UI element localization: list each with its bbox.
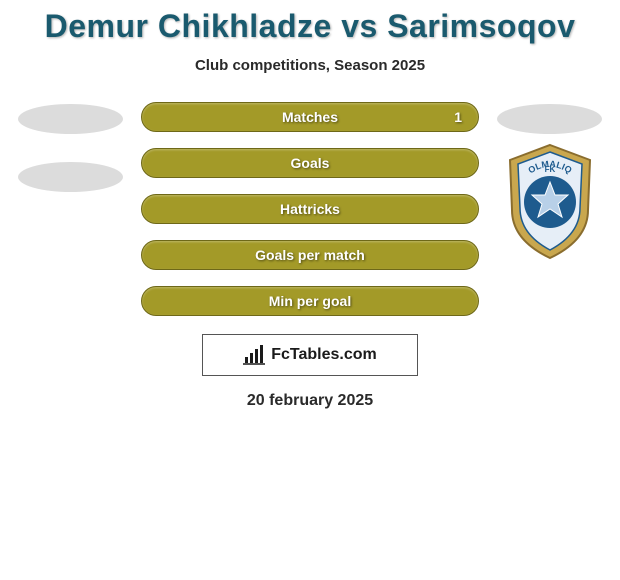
date-text: 20 february 2025 [0, 392, 620, 410]
fctables-label: FcTables.com [271, 346, 377, 364]
stat-label: Min per goal [269, 293, 351, 309]
stat-bar-matches: Matches 1 [141, 102, 479, 132]
stat-label: Matches [282, 109, 338, 125]
stat-bars: Matches 1 Goals Hattricks Goals per matc… [141, 102, 479, 316]
stat-bar-goals: Goals [141, 148, 479, 178]
stat-label: Goals per match [255, 247, 365, 263]
bar-chart-icon [243, 345, 267, 365]
left-player-avatars [18, 104, 123, 192]
page-title: Demur Chikhladze vs Sarimsoqov [0, 8, 620, 45]
shield-icon: OLMALIQ FK [500, 140, 600, 260]
stat-bar-goals-per-match: Goals per match [141, 240, 479, 270]
svg-text:FK: FK [544, 165, 555, 174]
player-avatar-placeholder [497, 104, 602, 134]
stat-label: Hattricks [280, 201, 340, 217]
stat-value-right: 1 [454, 109, 462, 125]
fctables-branding[interactable]: FcTables.com [202, 334, 418, 376]
stat-bar-min-per-goal: Min per goal [141, 286, 479, 316]
player-avatar-placeholder [18, 104, 123, 134]
club-logo-olmaliq: OLMALIQ FK [500, 140, 600, 260]
subtitle: Club competitions, Season 2025 [0, 57, 620, 74]
stat-bar-hattricks: Hattricks [141, 194, 479, 224]
right-player-avatars: OLMALIQ FK [497, 104, 602, 260]
club-avatar-placeholder [18, 162, 123, 192]
stat-label: Goals [291, 155, 330, 171]
comparison-row: Matches 1 Goals Hattricks Goals per matc… [0, 102, 620, 316]
